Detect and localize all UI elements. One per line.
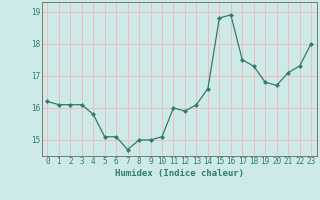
- X-axis label: Humidex (Indice chaleur): Humidex (Indice chaleur): [115, 169, 244, 178]
